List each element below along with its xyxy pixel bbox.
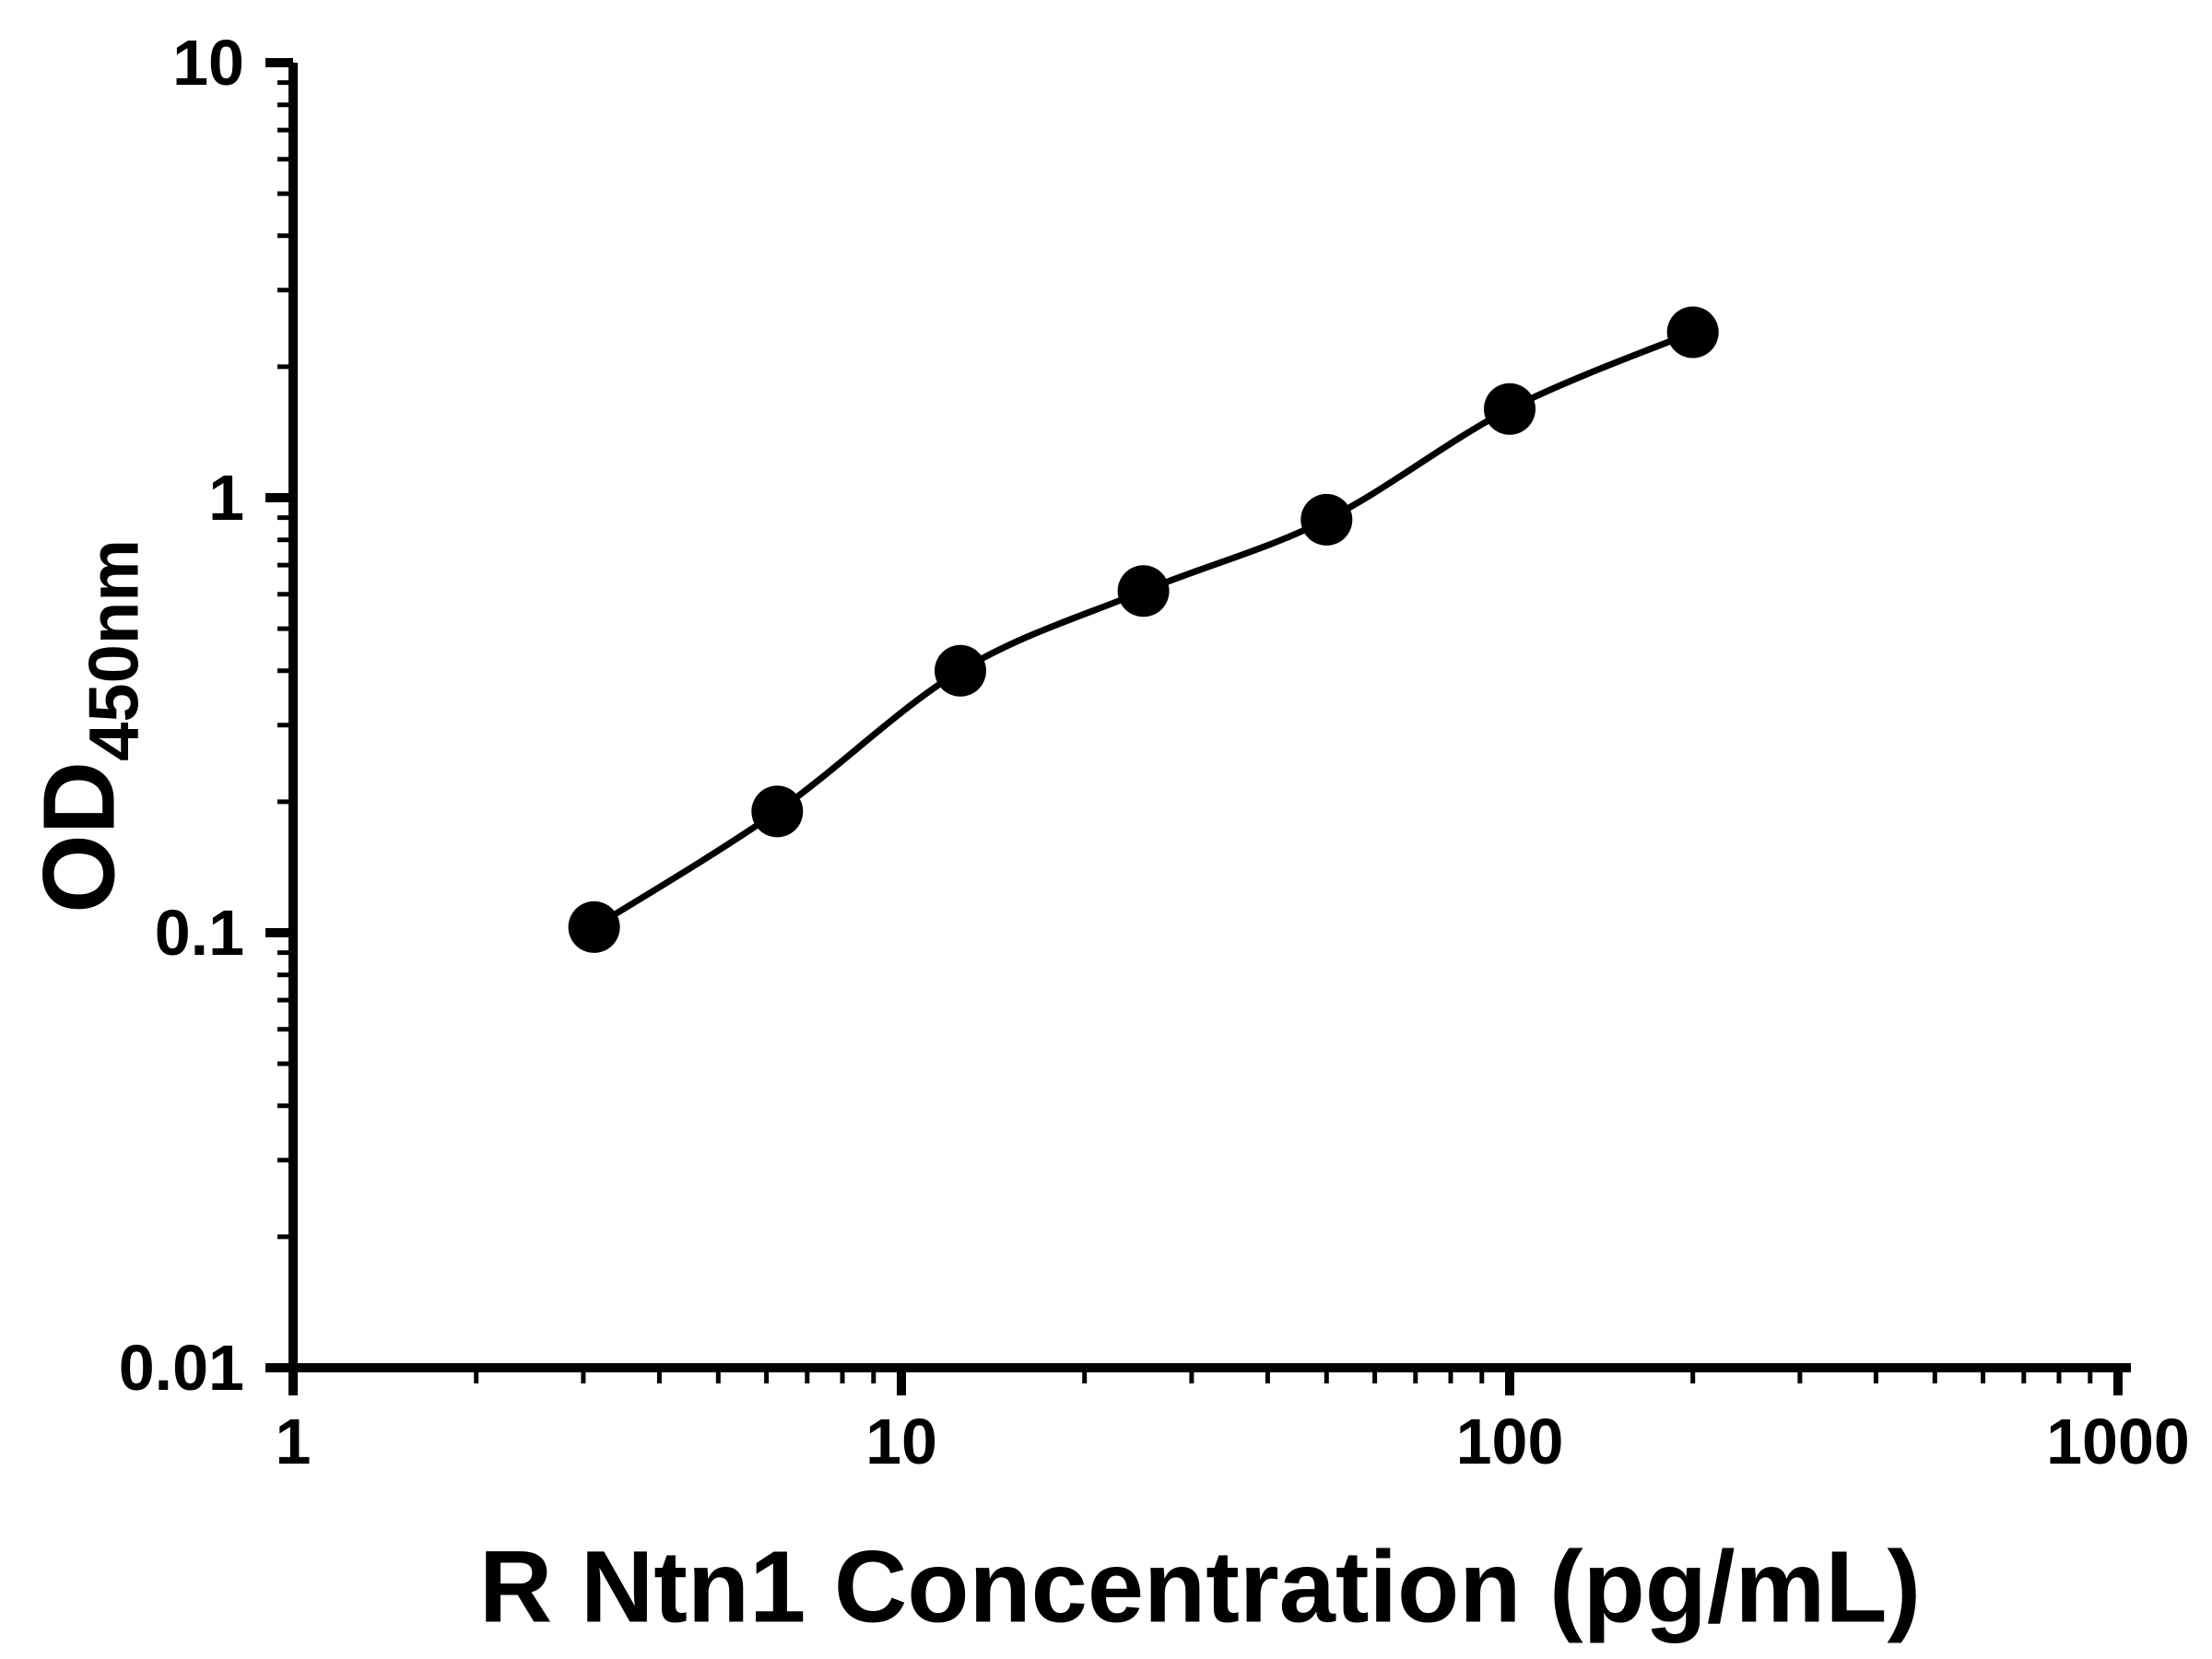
y-axis-title-subscript: 450nm [75, 539, 154, 761]
axis-spine [288, 63, 2131, 1372]
y-axis-title: OD450nm [21, 539, 155, 913]
x-axis-title: R Ntn1 Concentration (pg/mL) [478, 1530, 1922, 1644]
y-axis-title-main: OD [22, 760, 136, 913]
x-tick-label: 10 [865, 1406, 937, 1477]
data-point [935, 644, 986, 697]
data-point [751, 785, 804, 838]
y-tick-label: 1 [208, 462, 244, 534]
data-point [1484, 382, 1535, 435]
data-point [1666, 306, 1719, 359]
data-point [568, 900, 620, 953]
data-point [1300, 493, 1353, 546]
x-tick-label: 1 [276, 1406, 312, 1477]
y-tick-label: 0.01 [119, 1332, 244, 1404]
y-tick-label: 10 [172, 27, 244, 99]
x-tick-label: 100 [1456, 1406, 1564, 1477]
data-point [1117, 565, 1170, 618]
x-tick-label: 1000 [2046, 1406, 2190, 1477]
y-tick-label: 0.1 [155, 897, 244, 969]
